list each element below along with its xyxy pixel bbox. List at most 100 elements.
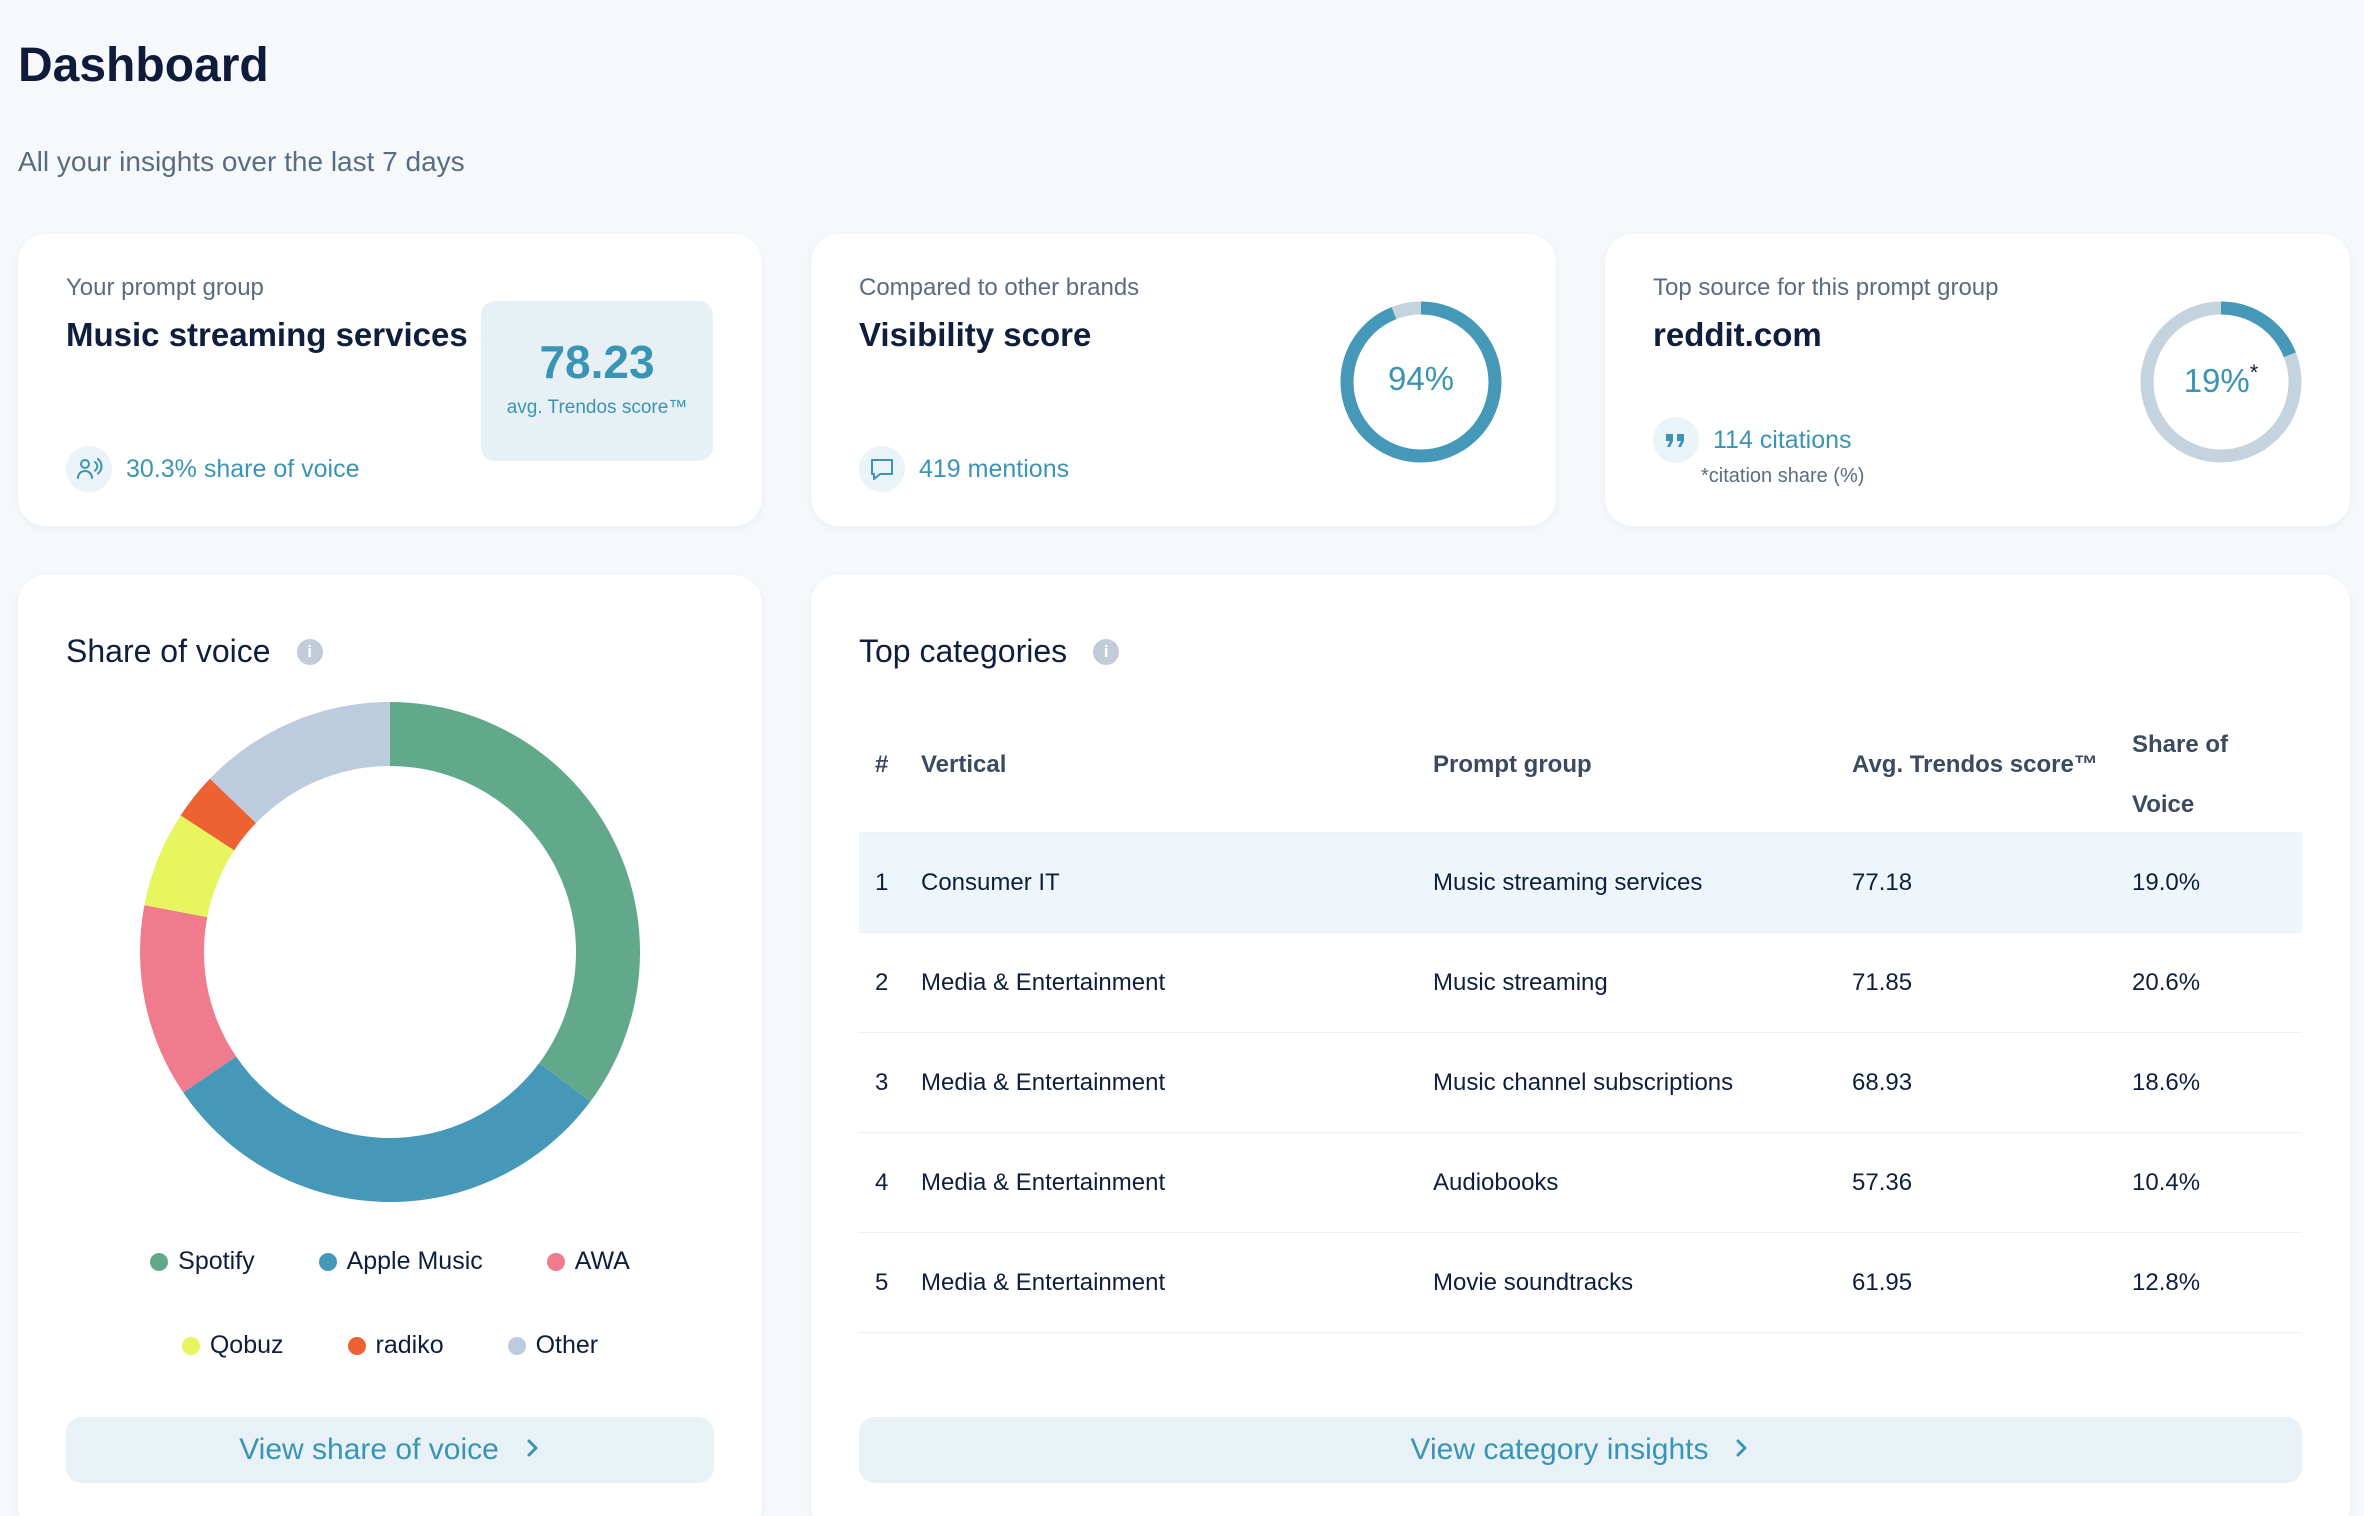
table-row[interactable]: 4 Media & Entertainment Audiobooks 57.36…	[859, 1133, 2302, 1233]
citation-note: *citation share (%)	[1701, 465, 1865, 487]
donut-slice-qobuz[interactable]	[144, 815, 235, 918]
legend-dot	[318, 1252, 337, 1271]
cell-sov: 18.6%	[2132, 1069, 2201, 1096]
visibility-ring	[1340, 301, 1502, 463]
cell-score: 68.93	[1852, 1069, 1913, 1096]
view-share-of-voice-button[interactable]: View share of voice	[66, 1417, 714, 1483]
cell-rank: 1	[875, 869, 889, 896]
legend-dot	[181, 1336, 200, 1355]
cell-rank: 3	[875, 1069, 889, 1096]
legend-dot	[347, 1336, 366, 1355]
legend-item-other: Other	[507, 1331, 599, 1360]
cell-vertical: Consumer IT	[921, 869, 1060, 896]
donut-slice-spotify[interactable]	[390, 702, 640, 1102]
header-score: Avg. Trendos score™	[1852, 751, 2098, 778]
share-of-voice-text: 30.3% share of voice	[126, 454, 360, 483]
legend-item-radiko: radiko	[347, 1331, 444, 1360]
citations-footer: 114 citations	[1653, 417, 1852, 463]
view-category-insights-button[interactable]: View category insights	[859, 1417, 2302, 1483]
legend-label: radiko	[375, 1331, 444, 1359]
legend-dot	[507, 1336, 526, 1355]
table-row[interactable]: 2 Media & Entertainment Music streaming …	[859, 933, 2302, 1033]
header-vertical: Vertical	[921, 751, 1007, 778]
page-title: Dashboard	[18, 39, 269, 92]
cell-vertical: Media & Entertainment	[921, 969, 1166, 996]
visibility-card: Compared to other brands Visibility scor…	[811, 234, 1556, 526]
legend-label: AWA	[574, 1247, 630, 1275]
cell-sov: 20.6%	[2132, 969, 2201, 996]
table-header: # Vertical Prompt group Avg. Trendos sco…	[859, 703, 2302, 833]
cell-rank: 4	[875, 1169, 889, 1196]
share-of-voice-title-row: Share of voice i	[66, 633, 323, 670]
top-categories-title-row: Top categories i	[859, 633, 1120, 670]
cell-prompt-group: Movie soundtracks	[1433, 1269, 1634, 1296]
legend-dot	[546, 1252, 565, 1271]
donut-slice-apple-music[interactable]	[183, 1056, 591, 1202]
header-sov-line2: Voice	[2132, 791, 2195, 818]
legend-label: Spotify	[178, 1247, 255, 1275]
cell-score: 57.36	[1852, 1169, 1913, 1196]
table-row[interactable]: 5 Media & Entertainment Movie soundtrack…	[859, 1233, 2302, 1333]
table-row[interactable]: 3 Media & Entertainment Music channel su…	[859, 1033, 2302, 1133]
chevron-right-icon	[523, 1433, 541, 1467]
top-source-card: Top source for this prompt group reddit.…	[1605, 234, 2350, 526]
top-source-value: reddit.com	[1653, 316, 1822, 353]
cell-sov: 19.0%	[2132, 869, 2201, 896]
header-share-of-voice: Share of Voice	[2132, 715, 2228, 835]
donut-slice-awa[interactable]	[140, 905, 237, 1093]
citation-percent: 19%*	[2139, 360, 2303, 400]
legend-label: Qobuz	[209, 1331, 284, 1359]
visibility-percent: 94%	[1387, 360, 1455, 397]
legend-label: Apple Music	[346, 1247, 483, 1275]
cell-rank: 5	[875, 1269, 889, 1296]
chat-bubble-icon	[859, 446, 905, 492]
donut-slice-radiko[interactable]	[180, 778, 257, 851]
citation-ring	[2140, 301, 2302, 463]
visibility-label: Compared to other brands	[859, 274, 1140, 301]
cell-vertical: Media & Entertainment	[921, 1269, 1166, 1296]
speaking-person-icon	[66, 446, 112, 492]
top-source-label: Top source for this prompt group	[1653, 274, 1999, 301]
donut-slice-other[interactable]	[209, 702, 390, 823]
page-subtitle: All your insights over the last 7 days	[18, 146, 465, 177]
cell-sov: 10.4%	[2132, 1169, 2201, 1196]
share-of-voice-card: Share of voice i Spotify Apple Music AWA…	[18, 575, 762, 1516]
legend-item-apple-music: Apple Music	[318, 1247, 483, 1276]
cell-prompt-group: Music channel subscriptions	[1433, 1069, 1734, 1096]
info-icon[interactable]: i	[296, 638, 323, 665]
mentions-text: 419 mentions	[919, 454, 1070, 483]
cell-score: 77.18	[1852, 869, 1913, 896]
quote-icon	[1653, 417, 1699, 463]
legend-row-1: Spotify Apple Music AWA	[18, 1247, 762, 1276]
trendos-score-value: 78.23	[539, 336, 655, 388]
legend-row-2: Qobuz radiko Other	[18, 1331, 762, 1360]
legend-item-qobuz: Qobuz	[181, 1331, 284, 1360]
citation-asterisk: *	[2249, 360, 2259, 385]
prompt-group-card: Your prompt group Music streaming servic…	[18, 234, 762, 526]
cell-score: 61.95	[1852, 1269, 1913, 1296]
share-of-voice-footer: 30.3% share of voice	[66, 446, 359, 492]
cell-vertical: Media & Entertainment	[921, 1069, 1166, 1096]
cell-prompt-group: Music streaming	[1433, 969, 1608, 996]
trendos-score-caption: avg. Trendos score™	[506, 397, 688, 418]
view-share-of-voice-label: View share of voice	[239, 1433, 499, 1466]
prompt-group-value: Music streaming services	[66, 316, 468, 353]
header-prompt-group: Prompt group	[1433, 751, 1592, 778]
top-categories-title: Top categories	[859, 633, 1068, 669]
header-sov-line1: Share of	[2132, 731, 2229, 758]
chevron-right-icon	[1732, 1433, 1750, 1467]
legend-label: Other	[535, 1331, 599, 1359]
trendos-score-box: 78.23 avg. Trendos score™	[481, 301, 713, 461]
info-icon[interactable]: i	[1093, 638, 1120, 665]
cell-score: 71.85	[1852, 969, 1913, 996]
top-categories-card: Top categories i # Vertical Prompt group…	[811, 575, 2350, 1516]
view-category-insights-label: View category insights	[1410, 1433, 1709, 1466]
cell-prompt-group: Music streaming services	[1433, 869, 1703, 896]
table-row[interactable]: 1 Consumer IT Music streaming services 7…	[859, 833, 2302, 933]
cell-rank: 2	[875, 969, 889, 996]
top-categories-table: # Vertical Prompt group Avg. Trendos sco…	[859, 703, 2302, 1333]
share-of-voice-donut	[140, 702, 640, 1202]
share-of-voice-title: Share of voice	[66, 633, 271, 669]
citations-text: 114 citations	[1713, 425, 1852, 454]
mentions-footer: 419 mentions	[859, 446, 1069, 492]
